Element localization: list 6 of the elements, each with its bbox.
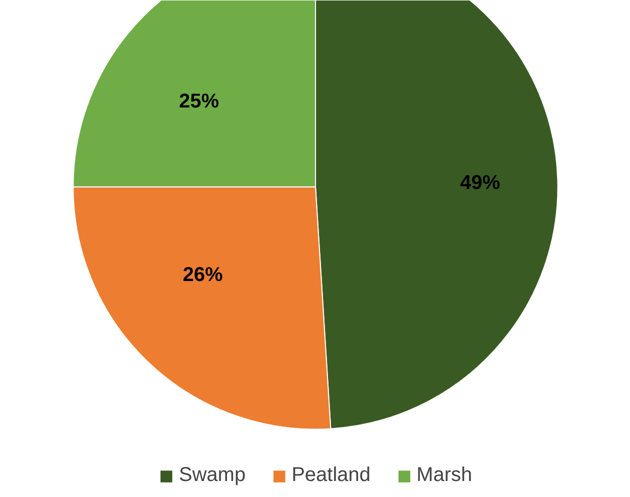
legend-label: Swamp — [178, 464, 246, 487]
legend-label: Marsh — [416, 464, 472, 487]
legend-label: Peatland — [292, 464, 371, 487]
data-label: 25% — [178, 90, 220, 113]
data-label: 49% — [460, 172, 500, 194]
data-label: 26% — [182, 264, 223, 286]
